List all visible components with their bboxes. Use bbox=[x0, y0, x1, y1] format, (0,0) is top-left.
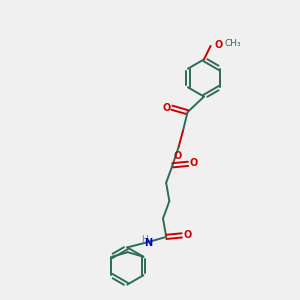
Text: O: O bbox=[183, 230, 191, 240]
Text: O: O bbox=[214, 40, 223, 50]
Text: H: H bbox=[141, 235, 147, 244]
Text: O: O bbox=[162, 103, 171, 113]
Text: N: N bbox=[144, 238, 152, 248]
Text: O: O bbox=[189, 158, 198, 168]
Text: O: O bbox=[173, 151, 182, 161]
Text: CH₃: CH₃ bbox=[224, 39, 241, 48]
